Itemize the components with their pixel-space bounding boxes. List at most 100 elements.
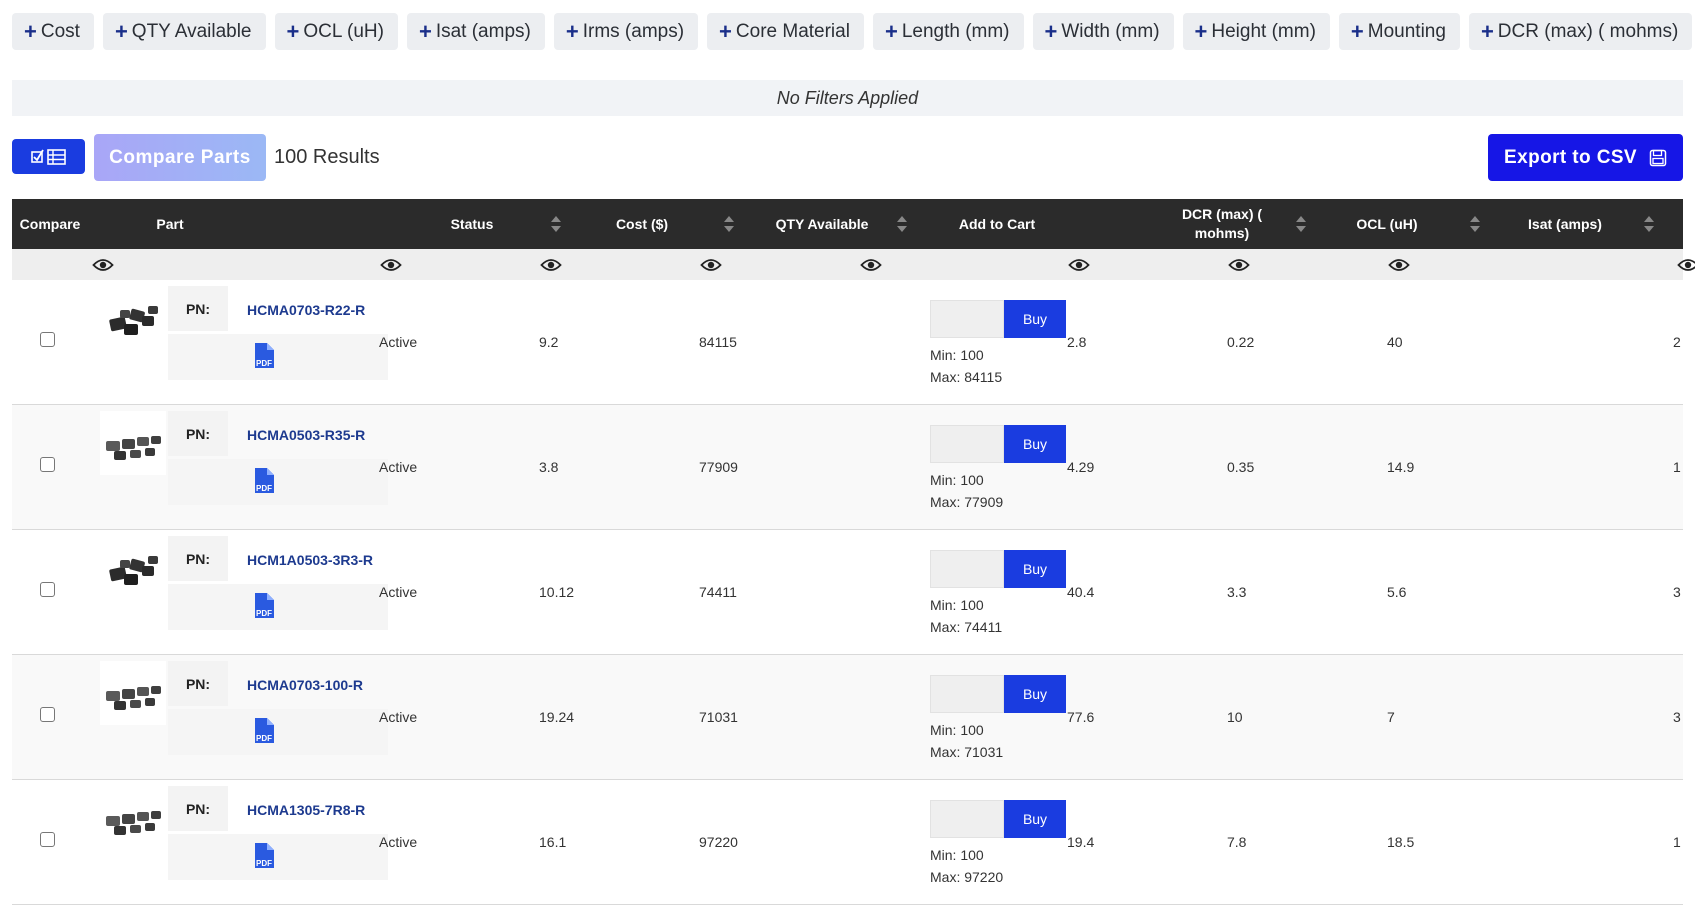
- filter-chip-label: OCL (uH): [303, 20, 384, 42]
- eye-icon[interactable]: [1228, 256, 1250, 274]
- quantity-input[interactable]: [930, 425, 1004, 463]
- filter-chip-label: Isat (amps): [435, 20, 531, 42]
- table-row: PN: HCMA0703-R22-R PDF Active 9.2 84115 Buy Min…: [12, 280, 1683, 405]
- cost-cell: 10.12: [539, 584, 575, 600]
- pdf-icon[interactable]: PDF: [252, 842, 276, 873]
- part-number-link[interactable]: HCM1A0503-3R3-R: [247, 552, 374, 568]
- next-column-cell: 1: [1673, 834, 1681, 850]
- column-view-toggle-button[interactable]: [12, 139, 85, 174]
- eye-icon[interactable]: [1068, 256, 1090, 274]
- status-cell: Active: [379, 709, 418, 725]
- status-cell: Active: [379, 834, 418, 850]
- svg-text:PDF: PDF: [256, 359, 272, 368]
- filter-chip[interactable]: + Irms (amps): [553, 13, 699, 50]
- status-cell: Active: [379, 584, 418, 600]
- pdf-icon[interactable]: PDF: [252, 592, 276, 623]
- filter-chip[interactable]: + Isat (amps): [406, 13, 545, 50]
- column-header-qty[interactable]: QTY Available: [775, 215, 869, 232]
- part-number-link[interactable]: HCMA1305-7R8-R: [247, 802, 366, 818]
- pn-label: PN:: [168, 661, 228, 706]
- dcr-cell: 77.6: [1067, 709, 1095, 725]
- filter-chip[interactable]: + DCR (max) ( mohms): [1468, 13, 1693, 50]
- export-csv-label: Export to CSV: [1504, 146, 1637, 168]
- buy-button[interactable]: Buy: [1004, 800, 1066, 838]
- eye-icon[interactable]: [700, 256, 722, 274]
- buy-button[interactable]: Buy: [1004, 300, 1066, 338]
- part-thumbnail: [100, 411, 166, 475]
- sort-arrows-icon[interactable]: [895, 212, 909, 236]
- quantity-input[interactable]: [930, 550, 1004, 588]
- filter-chip-label: Irms (amps): [582, 20, 685, 42]
- filter-chip-label: QTY Available: [131, 20, 252, 42]
- filter-chip[interactable]: + Height (mm): [1182, 13, 1330, 50]
- filter-chips: + Cost + QTY Available + OCL (uH) + Isat (amps)…: [12, 13, 1693, 50]
- part-number-link[interactable]: HCMA0503-R35-R: [247, 427, 366, 443]
- dcr-cell: 40.4: [1067, 584, 1095, 600]
- part-number-link[interactable]: HCMA0703-100-R: [247, 677, 363, 693]
- next-column-cell: 3: [1673, 584, 1681, 600]
- export-csv-button[interactable]: Export to CSV: [1488, 134, 1683, 181]
- filter-chip[interactable]: + Cost: [12, 13, 94, 50]
- eye-icon[interactable]: [860, 256, 882, 274]
- filter-chip[interactable]: + QTY Available: [102, 13, 266, 50]
- plus-icon: +: [1044, 18, 1058, 44]
- sort-arrows-icon[interactable]: [549, 212, 563, 236]
- results-toolbar: Compare Parts 100 Results Export to CSV: [12, 134, 1683, 181]
- compare-checkbox[interactable]: [40, 332, 55, 347]
- pn-label: PN:: [168, 536, 228, 581]
- filter-chip[interactable]: + Length (mm): [872, 13, 1024, 50]
- column-header-cost[interactable]: Cost ($): [615, 215, 669, 232]
- compare-checkbox[interactable]: [40, 582, 55, 597]
- sort-arrows-icon[interactable]: [1294, 212, 1308, 236]
- filter-chip[interactable]: + Mounting: [1338, 13, 1460, 50]
- isat-cell: 7: [1387, 709, 1395, 725]
- pdf-icon[interactable]: PDF: [252, 342, 276, 373]
- min-max-text: Min: 100 Max: 71031: [930, 719, 1003, 763]
- isat-cell: 5.6: [1387, 584, 1407, 600]
- column-visibility-row: [12, 249, 1695, 280]
- isat-cell: 14.9: [1387, 459, 1415, 475]
- ocl-cell: 3.3: [1227, 584, 1247, 600]
- eye-icon[interactable]: [540, 256, 562, 274]
- eye-icon[interactable]: [1677, 256, 1695, 274]
- compare-checkbox[interactable]: [40, 832, 55, 847]
- column-header-dcr[interactable]: DCR (max) ( mohms): [1181, 206, 1263, 241]
- plus-icon: +: [719, 18, 732, 44]
- compare-parts-button[interactable]: Compare Parts: [94, 134, 266, 181]
- buy-button[interactable]: Buy: [1004, 425, 1066, 463]
- next-column-cell: 3: [1673, 709, 1681, 725]
- sort-arrows-icon[interactable]: [1468, 212, 1482, 236]
- buy-button[interactable]: Buy: [1004, 675, 1066, 713]
- svg-text:PDF: PDF: [256, 484, 272, 493]
- part-number-link[interactable]: HCMA0703-R22-R: [247, 302, 366, 318]
- pdf-icon[interactable]: PDF: [252, 717, 276, 748]
- ocl-cell: 7.8: [1227, 834, 1247, 850]
- sort-arrows-icon[interactable]: [722, 212, 736, 236]
- sort-arrows-icon[interactable]: [1642, 212, 1656, 236]
- filter-chip[interactable]: + OCL (uH): [274, 13, 398, 50]
- quantity-input[interactable]: [930, 800, 1004, 838]
- filter-chip[interactable]: + Width (mm): [1032, 13, 1174, 50]
- ocl-cell: 0.35: [1227, 459, 1255, 475]
- compare-checkbox[interactable]: [40, 707, 55, 722]
- quantity-input[interactable]: [930, 300, 1004, 338]
- column-header-isat[interactable]: Isat (amps): [1528, 215, 1602, 232]
- dcr-cell: 19.4: [1067, 834, 1095, 850]
- min-max-text: Min: 100 Max: 84115: [930, 344, 1002, 388]
- column-header-ocl[interactable]: OCL (uH): [1356, 215, 1418, 232]
- eye-icon[interactable]: [92, 256, 114, 274]
- filter-chip-label: Cost: [40, 20, 80, 42]
- eye-icon[interactable]: [1388, 256, 1410, 274]
- max-qty: Max: 84115: [930, 369, 1003, 385]
- datasheet-cell: PDF: [168, 459, 388, 505]
- eye-icon[interactable]: [380, 256, 402, 274]
- buy-button[interactable]: Buy: [1004, 550, 1066, 588]
- quantity-input[interactable]: [930, 675, 1004, 713]
- pdf-icon[interactable]: PDF: [252, 467, 276, 498]
- qty-cell: 84115: [699, 334, 737, 350]
- column-header-status[interactable]: Status: [450, 215, 494, 232]
- min-qty: Min: 100: [930, 347, 984, 363]
- compare-checkbox[interactable]: [40, 457, 55, 472]
- filter-chip[interactable]: + Core Material: [707, 13, 864, 50]
- datasheet-cell: PDF: [168, 709, 388, 755]
